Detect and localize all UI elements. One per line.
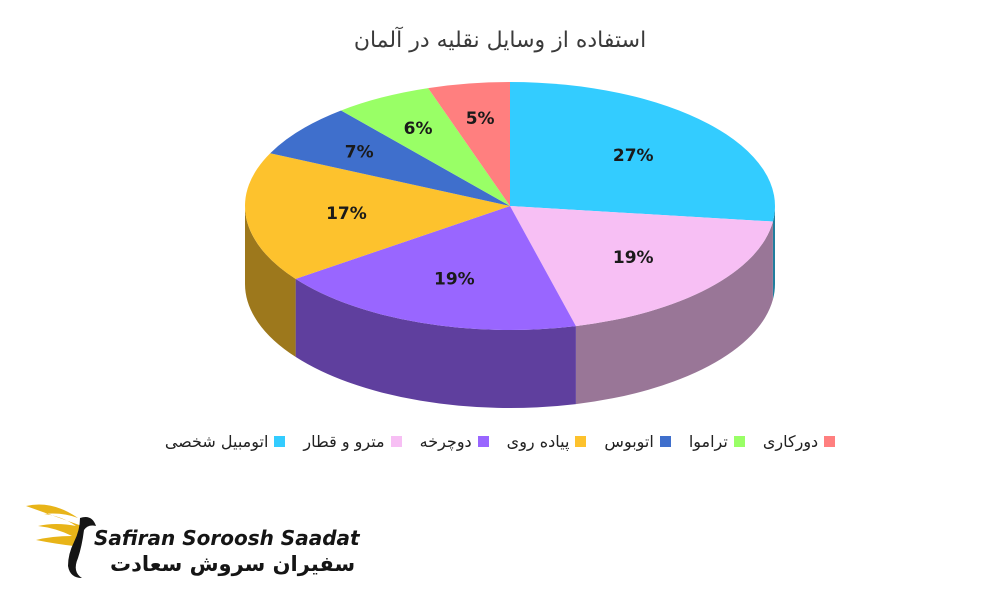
- pie-side-3: [245, 206, 296, 357]
- slice-data-label-3: 17%: [326, 204, 367, 224]
- chart-legend: اتومبیل شخصی مترو و قطار دوچرخه پیاده روی ات…: [130, 432, 870, 451]
- legend-label: دورکاری: [762, 432, 819, 451]
- legend-label: پیاده روی: [506, 432, 570, 451]
- pie-side-1: [575, 221, 773, 405]
- legend-item-6: دورکاری: [762, 432, 836, 451]
- slice-data-label-5: 6%: [404, 119, 433, 139]
- bird-wing-icon: [26, 504, 96, 578]
- slice-data-label-4: 7%: [345, 142, 374, 162]
- pie-slice-4: [270, 110, 510, 206]
- slice-data-label-1: 19%: [613, 248, 654, 268]
- legend-swatch: [659, 436, 671, 447]
- legend-label: اتومبیل شخصی: [164, 432, 269, 451]
- legend-item-1: مترو و قطار: [303, 432, 402, 451]
- legend-label: مترو و قطار: [303, 432, 385, 451]
- pie-slice-3: [244, 153, 511, 279]
- legend-label: اتوبوس: [604, 432, 654, 451]
- legend-item-5: تراموا: [689, 432, 745, 451]
- legend-item-4: اتوبوس: [604, 432, 671, 451]
- slice-data-label-0: 27%: [613, 146, 654, 166]
- pie-slice-6: [428, 82, 510, 206]
- pie-side-0: [772, 206, 775, 300]
- legend-item-0: اتومبیل شخصی: [165, 432, 286, 451]
- pie-slice-1: [510, 206, 773, 327]
- legend-swatch: [824, 436, 836, 447]
- legend-label: دوچرخه: [419, 432, 472, 451]
- pie-slice-0: [510, 82, 775, 222]
- slice-data-label-2: 19%: [434, 269, 475, 289]
- pie-side-2: [295, 278, 576, 408]
- legend-item-3: پیاده روی: [507, 432, 587, 451]
- legend-swatch: [733, 436, 745, 447]
- legend-label: تراموا: [688, 432, 728, 451]
- slice-data-label-6: 5%: [466, 109, 495, 129]
- legend-swatch: [477, 436, 489, 447]
- legend-item-2: دوچرخه: [420, 432, 489, 451]
- brand-name-fa: سفیران سروش سعادت: [110, 552, 356, 576]
- chart-title: استفاده از وسایل نقلیه در آلمان: [353, 28, 647, 53]
- legend-swatch: [274, 436, 286, 447]
- brand-name-en: Safiran Soroosh Saadat: [94, 526, 360, 550]
- legend-swatch: [390, 436, 402, 447]
- brand-logo: Safiran Soroosh Saadat سفیران سروش سعادت: [22, 496, 360, 586]
- pie-slice-5: [341, 88, 510, 206]
- legend-swatch: [575, 436, 587, 447]
- pie-slice-2: [295, 206, 576, 330]
